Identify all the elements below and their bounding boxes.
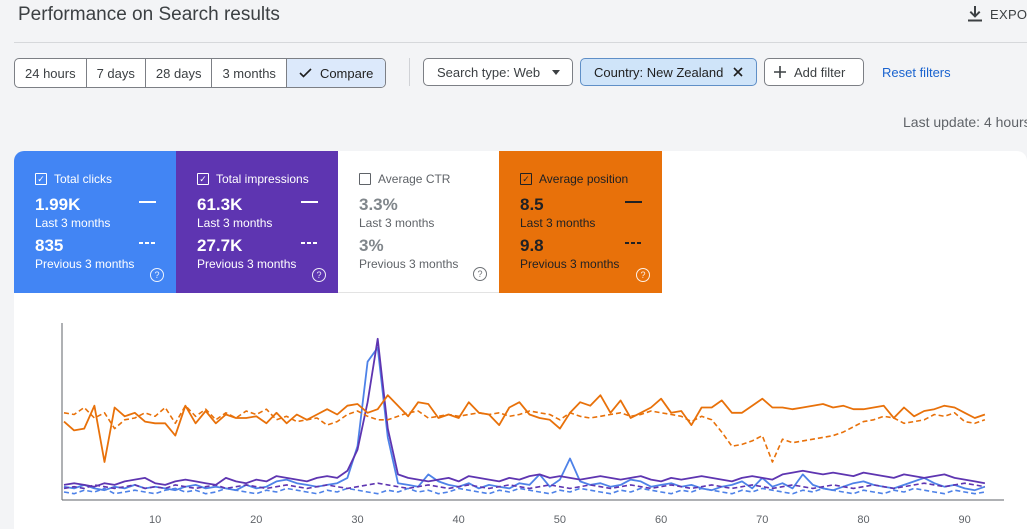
dashed-line-legend-icon	[139, 242, 156, 244]
checkmark-icon	[299, 68, 312, 78]
close-icon[interactable]	[733, 67, 743, 77]
metric-current-period: Last 3 months	[197, 216, 273, 230]
add-filter-button[interactable]: Add filter	[764, 58, 864, 86]
metric-previous-value: 27.7K	[197, 236, 243, 255]
solid-line-legend-icon	[625, 201, 642, 203]
checkbox-checked-icon[interactable]: ✓	[520, 173, 532, 185]
plus-icon	[774, 66, 786, 78]
metric-current-value: 8.5	[520, 195, 544, 214]
range-28-days[interactable]: 28 days	[146, 59, 213, 87]
series-line-position-previous	[63, 404, 986, 463]
solid-line-legend-icon	[301, 201, 318, 203]
reset-filters-link[interactable]: Reset filters	[882, 65, 951, 80]
checkbox-checked-icon[interactable]: ✓	[35, 173, 47, 185]
range-compare[interactable]: Compare	[286, 59, 386, 87]
metric-current-period: Last 3 months	[359, 216, 435, 230]
metric-previous-period: Previous 3 months	[197, 257, 297, 271]
metric-previous-period: Previous 3 months	[359, 257, 459, 271]
country-filter-label: Country: New Zealand	[594, 64, 724, 80]
country-filter[interactable]: Country: New Zealand	[580, 58, 757, 86]
metric-current-value: 3.3%	[359, 195, 398, 214]
range-7-days[interactable]: 7 days	[87, 59, 146, 87]
dropdown-arrow-icon	[552, 69, 561, 75]
metric-card-average-ctr[interactable]: Average CTR 3.3% Last 3 months 3% Previo…	[338, 151, 499, 293]
help-icon[interactable]: ?	[312, 268, 326, 282]
x-tick-label: 10	[149, 514, 161, 526]
checkbox-unchecked-icon[interactable]	[359, 173, 371, 185]
range-label: 3 months	[222, 65, 276, 81]
x-tick-label: 70	[756, 514, 768, 526]
last-update-text: Last update: 4 hours	[903, 114, 1027, 130]
metric-previous-value: 835	[35, 236, 64, 255]
metric-card-total-clicks[interactable]: ✓ Total clicks 1.99K Last 3 months 835 Pr…	[14, 151, 176, 293]
x-tick-label: 30	[351, 514, 363, 526]
dashed-line-legend-icon	[625, 242, 642, 244]
metric-label: Average CTR	[378, 172, 451, 186]
metric-card-total-impressions[interactable]: ✓ Total impressions 61.3K Last 3 months 2…	[176, 151, 338, 293]
range-label: 7 days	[96, 65, 135, 81]
performance-chart[interactable]: 10 20 30 40 50 60 70 80 90	[14, 151, 1027, 529]
metric-label: Average position	[539, 172, 629, 186]
export-label: EXPO	[990, 6, 1027, 22]
series-line-clicks-previous	[63, 487, 986, 495]
metric-current-value: 61.3K	[197, 195, 243, 214]
toolbar-separator	[409, 58, 410, 86]
range-label: 28 days	[155, 65, 202, 81]
range-label: Compare	[319, 65, 374, 81]
metric-card-average-position[interactable]: ✓ Average position 8.5 Last 3 months 9.8 …	[499, 151, 662, 293]
series-line-impressions-previous	[63, 482, 986, 490]
x-tick-label: 80	[857, 514, 869, 526]
metric-current-value: 1.99K	[35, 195, 81, 214]
metric-current-period: Last 3 months	[520, 216, 596, 230]
header-divider	[14, 42, 1027, 43]
x-tick-label: 20	[250, 514, 262, 526]
metric-previous-value: 3%	[359, 236, 384, 255]
page-title: Performance on Search results	[18, 4, 280, 25]
range-24-hours[interactable]: 24 hours	[15, 59, 87, 87]
series-line-clicks-current	[63, 346, 986, 492]
x-tick-label: 60	[655, 514, 667, 526]
export-button[interactable]: EXPO	[968, 6, 1027, 22]
metric-previous-value: 9.8	[520, 236, 544, 255]
help-icon[interactable]: ?	[473, 267, 487, 281]
download-icon	[968, 6, 982, 22]
help-icon[interactable]: ?	[150, 268, 164, 282]
metric-current-period: Last 3 months	[35, 216, 111, 230]
series-line-impressions-current	[63, 337, 986, 488]
top-bar: Performance on Search results EXPO	[0, 0, 1027, 44]
performance-panel: ✓ Total clicks 1.99K Last 3 months 835 Pr…	[14, 151, 1027, 529]
solid-line-legend-icon	[139, 201, 156, 203]
metric-label: Total clicks	[54, 172, 113, 186]
add-filter-label: Add filter	[794, 64, 846, 80]
search-type-label: Search type: Web	[437, 64, 541, 80]
help-icon[interactable]: ?	[636, 268, 650, 282]
x-tick-label: 90	[959, 514, 971, 526]
checkbox-checked-icon[interactable]: ✓	[197, 173, 209, 185]
x-tick-label: 40	[453, 514, 465, 526]
series-line-position-current	[63, 394, 986, 463]
metric-previous-period: Previous 3 months	[35, 257, 135, 271]
x-tick-label: 50	[554, 514, 566, 526]
dashed-line-legend-icon	[301, 242, 318, 244]
metric-previous-period: Previous 3 months	[520, 257, 620, 271]
search-type-filter[interactable]: Search type: Web	[423, 58, 573, 86]
range-3-months[interactable]: 3 months	[212, 59, 287, 87]
range-label: 24 hours	[25, 65, 76, 81]
date-range-selector: 24 hours 7 days 28 days 3 months Compare	[14, 58, 387, 88]
metric-label: Total impressions	[216, 172, 309, 186]
